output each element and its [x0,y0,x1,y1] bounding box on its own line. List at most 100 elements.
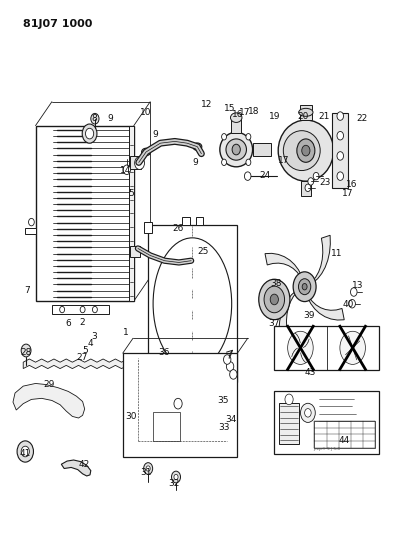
Bar [253,143,271,156]
Text: 8: 8 [91,114,97,123]
Polygon shape [265,253,302,277]
Circle shape [222,159,226,166]
Text: 27: 27 [76,353,88,362]
Circle shape [298,279,311,295]
Polygon shape [13,383,85,418]
Text: 15: 15 [224,103,235,112]
Bar [231,117,241,133]
Ellipse shape [299,108,313,116]
Text: 81J07 1000: 81J07 1000 [23,19,92,29]
Text: 9: 9 [152,130,158,139]
Circle shape [21,446,29,457]
Text: 19: 19 [268,112,280,121]
Text: 40: 40 [342,300,354,309]
Text: Jeep® 9 J 5-8: Jeep® 9 J 5-8 [313,447,340,451]
Ellipse shape [153,238,232,369]
Bar [123,353,238,457]
Circle shape [300,403,315,423]
Text: 18: 18 [248,107,260,116]
Circle shape [349,300,356,308]
Circle shape [174,474,178,480]
Ellipse shape [283,131,320,171]
Text: 9: 9 [192,158,198,167]
Circle shape [224,355,231,365]
Ellipse shape [142,148,150,156]
Bar [129,126,134,301]
Polygon shape [279,290,297,338]
Text: 34: 34 [225,415,237,424]
Bar [314,421,375,448]
Text: 10: 10 [140,108,152,117]
Bar [182,217,189,225]
Circle shape [305,184,311,191]
Bar [279,402,299,444]
Circle shape [80,306,85,313]
Polygon shape [308,297,344,320]
Text: 43: 43 [304,368,316,377]
Circle shape [85,128,94,139]
Polygon shape [312,235,330,282]
Circle shape [313,172,319,180]
Text: 25: 25 [198,247,209,256]
Text: 33: 33 [218,423,230,432]
Text: 35: 35 [217,396,229,405]
Text: 17: 17 [239,108,250,117]
Circle shape [337,112,344,120]
Circle shape [297,139,315,163]
Circle shape [232,144,240,155]
Bar [130,246,140,257]
Bar [130,156,141,169]
Circle shape [230,369,237,379]
Circle shape [226,362,234,371]
Ellipse shape [278,120,333,181]
Circle shape [340,332,365,365]
Circle shape [270,294,278,305]
Text: 6: 6 [65,319,71,328]
Bar [274,391,379,454]
Circle shape [82,124,97,143]
Circle shape [288,332,313,365]
Text: 7: 7 [24,286,30,295]
Text: 29: 29 [43,380,55,389]
Circle shape [146,466,150,471]
Text: 42: 42 [79,460,90,469]
Text: 30: 30 [125,412,137,421]
Circle shape [246,159,251,166]
Polygon shape [61,460,91,476]
Text: 32: 32 [168,479,179,488]
Text: 12: 12 [201,100,212,109]
Text: 1: 1 [123,328,129,337]
Text: 5: 5 [82,346,88,355]
Text: 17: 17 [342,189,354,198]
Circle shape [123,165,131,174]
Text: 20: 20 [297,112,309,121]
Text: 9: 9 [108,114,113,123]
Text: 23: 23 [319,178,331,187]
Ellipse shape [231,113,242,123]
Text: 14: 14 [120,166,131,175]
Circle shape [351,288,357,296]
Circle shape [302,284,307,290]
Circle shape [302,146,310,156]
Bar [196,217,203,225]
Text: 36: 36 [158,348,169,357]
Ellipse shape [220,132,253,167]
Bar [145,222,152,233]
Circle shape [135,157,145,169]
Circle shape [91,114,99,124]
Circle shape [337,152,344,160]
Ellipse shape [193,143,202,150]
Text: 28: 28 [21,348,32,357]
Circle shape [17,441,33,462]
Text: 26: 26 [172,224,183,233]
Circle shape [246,134,251,140]
Circle shape [21,344,31,357]
Text: 11: 11 [331,249,342,258]
Circle shape [308,177,314,185]
Circle shape [337,132,344,140]
Text: 41: 41 [20,449,31,458]
Text: 44: 44 [338,437,350,446]
Text: 38: 38 [270,279,282,288]
Bar [25,228,35,235]
Text: 22: 22 [356,114,367,123]
